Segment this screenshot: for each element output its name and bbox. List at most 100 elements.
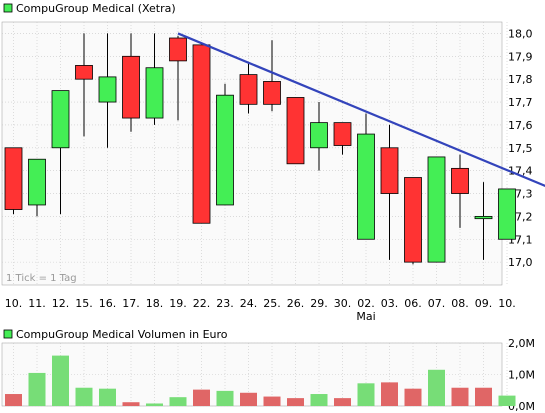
candle-body xyxy=(169,37,187,62)
x-tick-label: 23. xyxy=(216,297,234,310)
candle xyxy=(98,33,117,148)
candle xyxy=(333,122,352,155)
volume-bar xyxy=(287,398,304,406)
volume-bar xyxy=(169,397,187,406)
price-y-tick-label: 17,4 xyxy=(508,165,533,178)
price-y-tick-label: 17,6 xyxy=(508,119,533,132)
candle xyxy=(404,177,422,265)
volume-bar xyxy=(263,396,281,406)
price-y-axis: 17,017,117,217,317,417,517,617,717,817,9… xyxy=(508,27,533,269)
candle-body xyxy=(239,74,258,105)
candle-body xyxy=(498,188,516,240)
candle xyxy=(427,156,446,263)
volume-bar xyxy=(28,372,46,406)
x-tick-label: 17. xyxy=(122,297,140,310)
candle xyxy=(451,154,469,228)
volume-bars xyxy=(5,355,516,406)
candle xyxy=(286,97,305,165)
x-tick-label: 18. xyxy=(146,297,164,310)
x-tick-label: 10. xyxy=(498,297,516,310)
volume-bar xyxy=(146,403,163,406)
candle-body xyxy=(427,156,446,263)
candle xyxy=(380,124,399,260)
x-tick-label: 16. xyxy=(99,297,117,310)
volume-bar xyxy=(5,394,22,406)
x-axis-labels: 10. 11. 12. 15. 16. 17. 18. 19. 22. 23. 24. 25. 26. 2… xyxy=(5,297,516,310)
x-tick-label: 03. xyxy=(381,297,399,310)
trend-line xyxy=(177,32,545,188)
volume-legend: CompuGroup Medical Volumen in Euro xyxy=(3,328,228,341)
candle xyxy=(357,113,375,240)
candle-body xyxy=(216,94,234,206)
x-tick-label: 25. xyxy=(263,297,281,310)
volume-bar xyxy=(52,355,69,406)
candle-body xyxy=(404,177,422,263)
volume-y-tick-label: 2,0M xyxy=(508,337,535,350)
candle xyxy=(498,188,516,240)
candle-body xyxy=(451,167,469,194)
price-y-tick-label: 17,8 xyxy=(508,73,533,86)
price-candles xyxy=(4,33,516,265)
x-tick-label: 08. xyxy=(451,297,469,310)
candle xyxy=(122,33,140,132)
candle-body xyxy=(380,147,399,194)
volume-bar xyxy=(122,402,140,406)
candle xyxy=(169,35,187,121)
x-tick-label: 19. xyxy=(169,297,187,310)
candle-body xyxy=(333,122,352,146)
candle-body xyxy=(263,81,281,105)
candle-body xyxy=(286,97,305,165)
price-y-tick-label: 17,5 xyxy=(508,142,533,155)
volume-bar xyxy=(193,389,210,406)
volume-bar xyxy=(475,387,492,406)
candle-body xyxy=(474,215,493,220)
volume-bar xyxy=(240,392,257,406)
candle-body xyxy=(122,55,140,119)
volume-bar xyxy=(75,387,93,406)
candle xyxy=(75,33,93,137)
candle-body xyxy=(4,147,23,210)
candle xyxy=(145,33,164,125)
x-tick-label: 29. xyxy=(310,297,328,310)
x-tick-label: 10. xyxy=(5,297,23,310)
x-axis-month-label: Mai xyxy=(356,310,375,323)
candle xyxy=(51,90,70,215)
candle xyxy=(216,83,234,206)
candle xyxy=(239,63,258,114)
price-legend-swatch xyxy=(3,3,13,13)
candle xyxy=(263,40,281,112)
x-tick-label: 06. xyxy=(404,297,422,310)
candle-body xyxy=(98,76,117,103)
volume-bar xyxy=(99,388,116,406)
candle xyxy=(28,158,46,217)
tick-note: 1 Tick = 1 Tag xyxy=(6,273,77,284)
x-tick-label: 09. xyxy=(475,297,493,310)
candle-body xyxy=(310,122,328,149)
candle-body xyxy=(75,65,93,80)
x-tick-label: 02. xyxy=(357,297,375,310)
price-y-tick-label: 17,0 xyxy=(508,256,533,269)
volume-y-axis: 0,0M1,0M2,0M xyxy=(508,337,535,413)
x-tick-label: 07. xyxy=(428,297,446,310)
volume-bar xyxy=(451,387,469,406)
volume-legend-label: CompuGroup Medical Volumen in Euro xyxy=(16,328,228,341)
volume-bar xyxy=(404,388,422,406)
price-y-tick-label: 18,0 xyxy=(508,27,533,40)
x-tick-label: 30. xyxy=(334,297,352,310)
candle xyxy=(474,182,493,260)
candle-body xyxy=(28,158,46,206)
price-y-tick-label: 17,9 xyxy=(508,50,533,63)
volume-bar xyxy=(381,382,398,406)
candle-body xyxy=(357,133,375,240)
volume-bar xyxy=(428,369,445,406)
volume-y-tick-label: 1,0M xyxy=(508,369,535,382)
candle-body xyxy=(51,90,70,149)
x-tick-label: 22. xyxy=(193,297,211,310)
x-tick-label: 11. xyxy=(28,297,46,310)
candle xyxy=(310,102,328,171)
volume-bar xyxy=(310,394,328,406)
price-legend-label: CompuGroup Medical (Xetra) xyxy=(16,2,176,15)
price-legend: CompuGroup Medical (Xetra) xyxy=(3,2,176,15)
x-tick-label: 15. xyxy=(75,297,93,310)
